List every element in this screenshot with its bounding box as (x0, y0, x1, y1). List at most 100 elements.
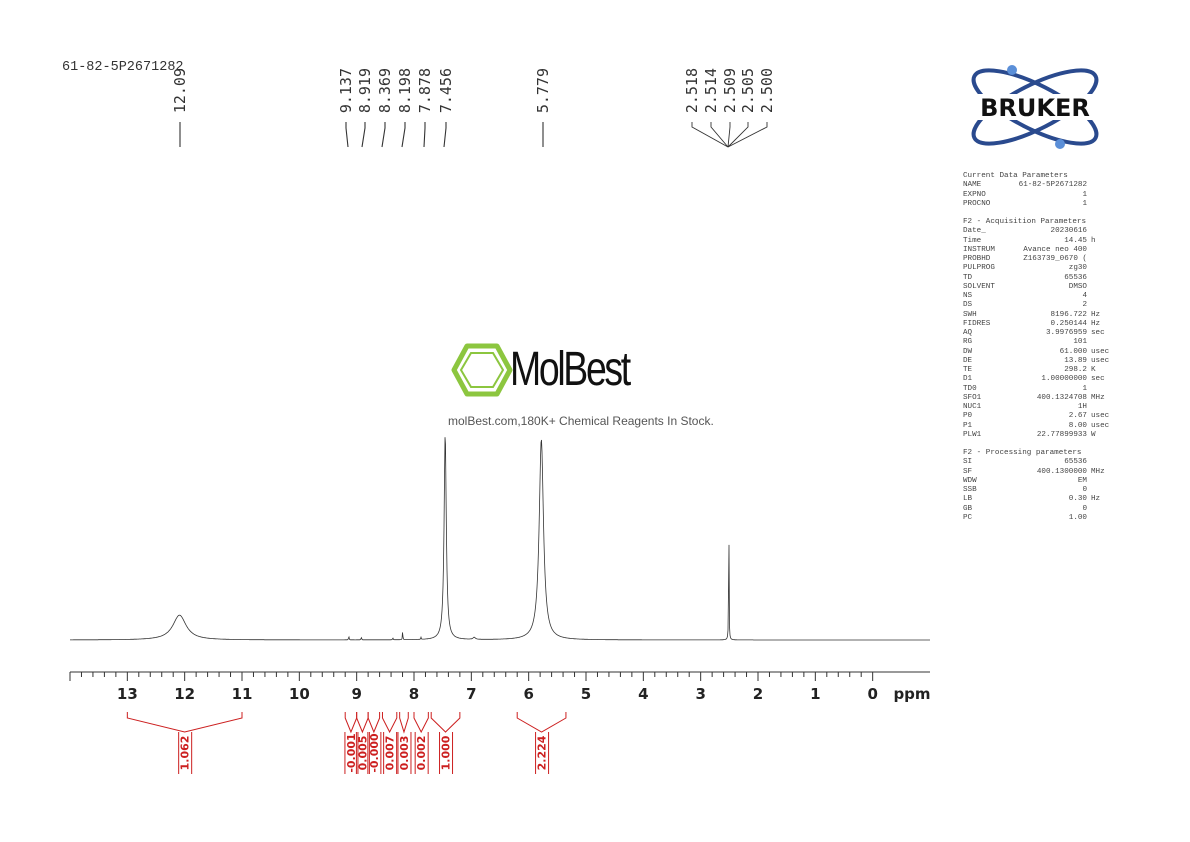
parameter-value: 0 (1082, 486, 1087, 494)
parameter-row: AQ 3.9976959 sec (963, 329, 1113, 338)
parameter-value: 1 (1082, 190, 1087, 199)
parameter-row: PULPROG zg30 (963, 264, 1113, 273)
integral-bracket (413, 712, 429, 734)
parameter-row: SI 65536 (963, 458, 1113, 467)
parameter-unit (1091, 255, 1113, 264)
peak-label-leader (381, 122, 386, 148)
parameter-row: NUC1 1H (963, 403, 1113, 412)
parameter-row: SFO1 400.1324708 MHz (963, 394, 1113, 403)
parameter-key: DE (963, 356, 973, 365)
acquisition-parameters: F2 - Acquisition Parameters Date_ 2023061… (963, 218, 1113, 440)
parameter-value: 0.30 (1068, 495, 1087, 504)
parameter-row: P1 8.00 usec (963, 422, 1113, 431)
integral-bracket (356, 712, 369, 734)
parameter-value: 22.77899933 (1036, 430, 1087, 439)
peak-label: 7.878 (416, 68, 434, 113)
peak-label: 12.09 (171, 68, 189, 113)
peak-label: 2.505 (739, 68, 757, 113)
parameter-value: 65536 (1064, 273, 1087, 282)
x-tick-label: 9 (351, 685, 361, 703)
integral-bracket (430, 712, 461, 733)
parameter-unit: K (1091, 366, 1096, 374)
section-title: F2 - Acquisition Parameters (963, 218, 1087, 226)
parameter-key: WDW (963, 476, 977, 485)
parameter-row: SF 400.1300000 MHz (963, 468, 1113, 477)
parameter-row: DS 2 (963, 301, 1113, 310)
parameter-row: GB 0 (963, 505, 1113, 514)
parameter-key: NAME (963, 181, 982, 190)
parameter-value: 3.9976959 (1045, 329, 1087, 337)
bruker-wordmark: BRUKER (980, 94, 1090, 122)
bruker-logo: BRUKER (954, 65, 1116, 149)
parameter-unit: MHz (1091, 393, 1105, 402)
x-tick-label: 8 (409, 685, 419, 703)
spectrum-line (70, 437, 930, 641)
parameter-value: 8.00 (1068, 421, 1087, 430)
parameter-row: DE 13.89 usec (963, 357, 1113, 366)
parameter-value: 14.45 (1064, 236, 1087, 245)
parameter-unit: usec (1091, 412, 1110, 421)
parameter-value: 1H (1077, 403, 1087, 411)
parameter-unit (1091, 477, 1113, 486)
parameter-value: 400.1300000 (1036, 467, 1087, 476)
parameter-unit (1091, 514, 1113, 523)
peak-label: 2.514 (702, 68, 720, 113)
peak-label-leader (423, 122, 426, 148)
parameter-value: 2 (1082, 301, 1087, 310)
parameter-unit (1091, 292, 1113, 301)
parameter-key: DS (963, 301, 973, 310)
parameter-unit: Hz (1091, 310, 1101, 319)
integral-bracket (367, 712, 381, 734)
peak-label-leader (691, 122, 729, 148)
parameter-key: P0 (963, 412, 973, 421)
integral-value: 0.007 (384, 736, 397, 771)
x-tick-label: 13 (117, 685, 138, 703)
parameter-value: Avance neo 400 (1023, 245, 1087, 254)
parameter-unit: sec (1091, 375, 1105, 384)
parameter-value: zg30 (1068, 264, 1087, 273)
parameter-unit (1091, 301, 1113, 310)
x-tick-label: 5 (581, 685, 591, 703)
parameter-unit (1091, 338, 1113, 347)
parameter-row: NS 4 (963, 292, 1113, 301)
parameter-key: SOLVENT (963, 282, 995, 291)
parameter-unit: sec (1091, 329, 1105, 337)
parameter-key: PROCNO (963, 199, 991, 208)
peak-label: 8.369 (376, 68, 394, 113)
x-tick-label: 6 (523, 685, 533, 703)
logo-dot-2 (1055, 139, 1065, 149)
parameter-unit (1091, 283, 1113, 292)
logo-dot-1 (1007, 65, 1017, 75)
parameter-value: 8196.722 (1050, 310, 1087, 319)
parameter-unit (1091, 385, 1113, 394)
nmr-spectrum-chart: 12.09 9.137 8.919 8.369 8.198 7.878 7.456 5.779… (69, 68, 931, 774)
parameter-key: PROBHD (963, 255, 991, 263)
processing-parameters: F2 - Processing parameters SI 65536 SF 400.… (963, 449, 1113, 523)
peak-label-leader (361, 122, 366, 148)
peak-label: 9.137 (337, 68, 355, 113)
parameter-key: SSB (963, 486, 977, 494)
integral-bracket (399, 712, 409, 734)
parameter-row: EXPNO 1 (963, 191, 1113, 200)
parameter-unit: usec (1091, 347, 1110, 356)
parameter-key: TD (963, 273, 973, 282)
parameter-value: 20230616 (1050, 227, 1087, 236)
parameter-value: 1.00 (1068, 513, 1087, 522)
watermark-tagline: molBest.com,180K+ Chemical Reagents In S… (448, 414, 714, 428)
parameter-row: D1 1.00000000 sec (963, 375, 1113, 384)
integral-bracket (344, 712, 358, 734)
parameter-unit (1091, 458, 1113, 467)
integral-value: 1.000 (440, 735, 453, 770)
x-tick-label: 11 (232, 685, 253, 703)
parameter-key: NS (963, 292, 973, 300)
x-tick-label: 2 (753, 685, 763, 703)
x-axis-unit-label: ppm (893, 685, 930, 703)
parameter-unit (1091, 200, 1113, 209)
parameter-row: INSTRUM Avance neo 400 (963, 246, 1113, 255)
x-tick-label: 4 (638, 685, 648, 703)
parameter-unit: MHz (1091, 467, 1105, 476)
x-axis: 13 12 11 10 9 8 7 6 5 4 3 2 1 0 (69, 671, 930, 703)
parameter-value: 400.1324708 (1036, 393, 1087, 402)
parameter-row: TE 298.2 K (963, 366, 1113, 375)
parameter-row: PROCNO 1 (963, 200, 1113, 209)
